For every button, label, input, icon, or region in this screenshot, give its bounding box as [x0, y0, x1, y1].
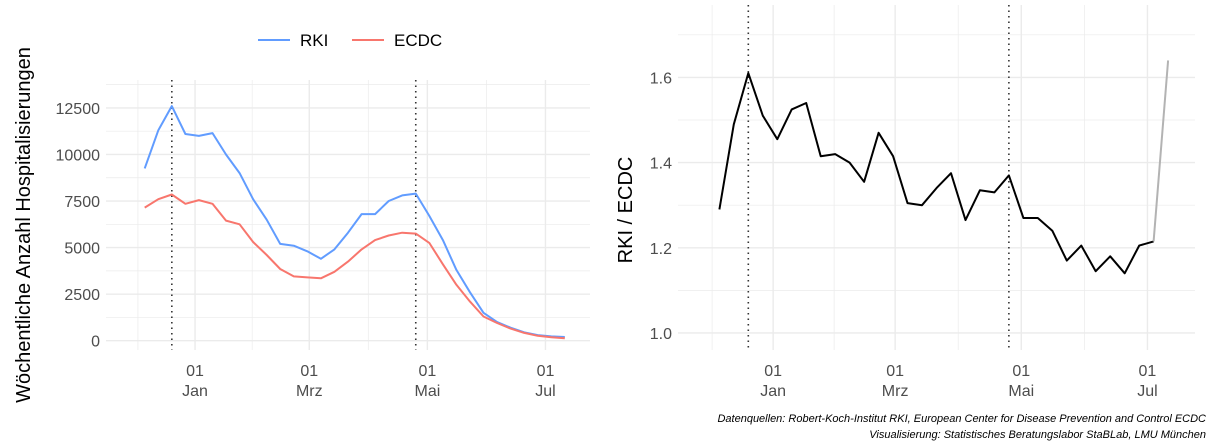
- right-x-tick-day: 01: [886, 363, 904, 380]
- right-y-axis-title: RKI / ECDC: [615, 157, 637, 264]
- right-series: [718, 60, 1170, 275]
- left-x-tick-day: 01: [418, 363, 436, 380]
- left-x-tick-day: 01: [300, 363, 318, 380]
- left-x-tick-month: Mai: [414, 383, 440, 400]
- legend: RKI ECDC: [258, 31, 442, 50]
- legend-label-ecdc: ECDC: [394, 31, 442, 50]
- left-y-tick-label: 5000: [64, 241, 100, 258]
- left-x-tick-month: Jul: [535, 383, 555, 400]
- right-x-tick-month: Mrz: [882, 383, 909, 400]
- left-x-tick-month: Jan: [182, 383, 208, 400]
- right-x-tick-month: Jan: [760, 383, 786, 400]
- caption-visualization: Visualisierung: Statistisches Beratungsl…: [869, 429, 1206, 441]
- left-vlines: [171, 80, 417, 350]
- left-y-tick-label: 0: [91, 334, 100, 351]
- right-x-tick-day: 01: [1012, 363, 1030, 380]
- right-series-line-ratio: [718, 72, 1154, 275]
- right-vlines: [747, 5, 1010, 350]
- caption-sources: Datenquellen: Robert-Koch-Institut RKI, …: [717, 413, 1206, 425]
- left-y-tick-label: 7500: [64, 194, 100, 211]
- left-x-ticks: 01 Jan 01 Mrz 01 Mai 01 Jul: [182, 363, 556, 400]
- left-series-line-ecdc: [144, 193, 565, 340]
- right-x-ticks: 01 Jan 01 Mrz 01 Mai 01 Jul: [760, 363, 1157, 400]
- right-grid: [678, 5, 1195, 350]
- right-y-ticks: 1.0 1.2 1.4 1.6: [650, 70, 672, 343]
- left-y-tick-label: 10000: [56, 147, 101, 164]
- right-x-tick-day: 01: [764, 363, 782, 380]
- left-series-line-rki: [143, 105, 565, 338]
- right-chart-panel: 1.0 1.2 1.4 1.6 01 Jan 01 Mrz 01 Mai 01 Jul RKI / …: [615, 5, 1195, 400]
- left-y-ticks: 0 2500 5000 7500 10000 12500: [56, 101, 101, 351]
- left-x-tick-day: 01: [537, 363, 555, 380]
- left-y-tick-label: 12500: [56, 101, 101, 118]
- right-y-tick-label: 1.0: [650, 326, 672, 343]
- right-x-tick-month: Mai: [1008, 383, 1034, 400]
- left-y-tick-label: 2500: [64, 287, 100, 304]
- right-y-tick-label: 1.4: [650, 156, 672, 173]
- right-x-tick-day: 01: [1139, 363, 1157, 380]
- right-y-tick-label: 1.2: [650, 241, 672, 258]
- legend-label-rki: RKI: [300, 31, 328, 50]
- left-series: [143, 105, 565, 340]
- left-x-tick-day: 01: [186, 363, 204, 380]
- right-y-tick-label: 1.6: [650, 70, 672, 87]
- right-x-tick-month: Jul: [1137, 383, 1157, 400]
- left-y-axis-title: Wöchentliche Anzahl Hospitalisierungen: [13, 47, 35, 403]
- left-x-tick-month: Mrz: [296, 383, 323, 400]
- right-series-line-partial: [1152, 60, 1170, 242]
